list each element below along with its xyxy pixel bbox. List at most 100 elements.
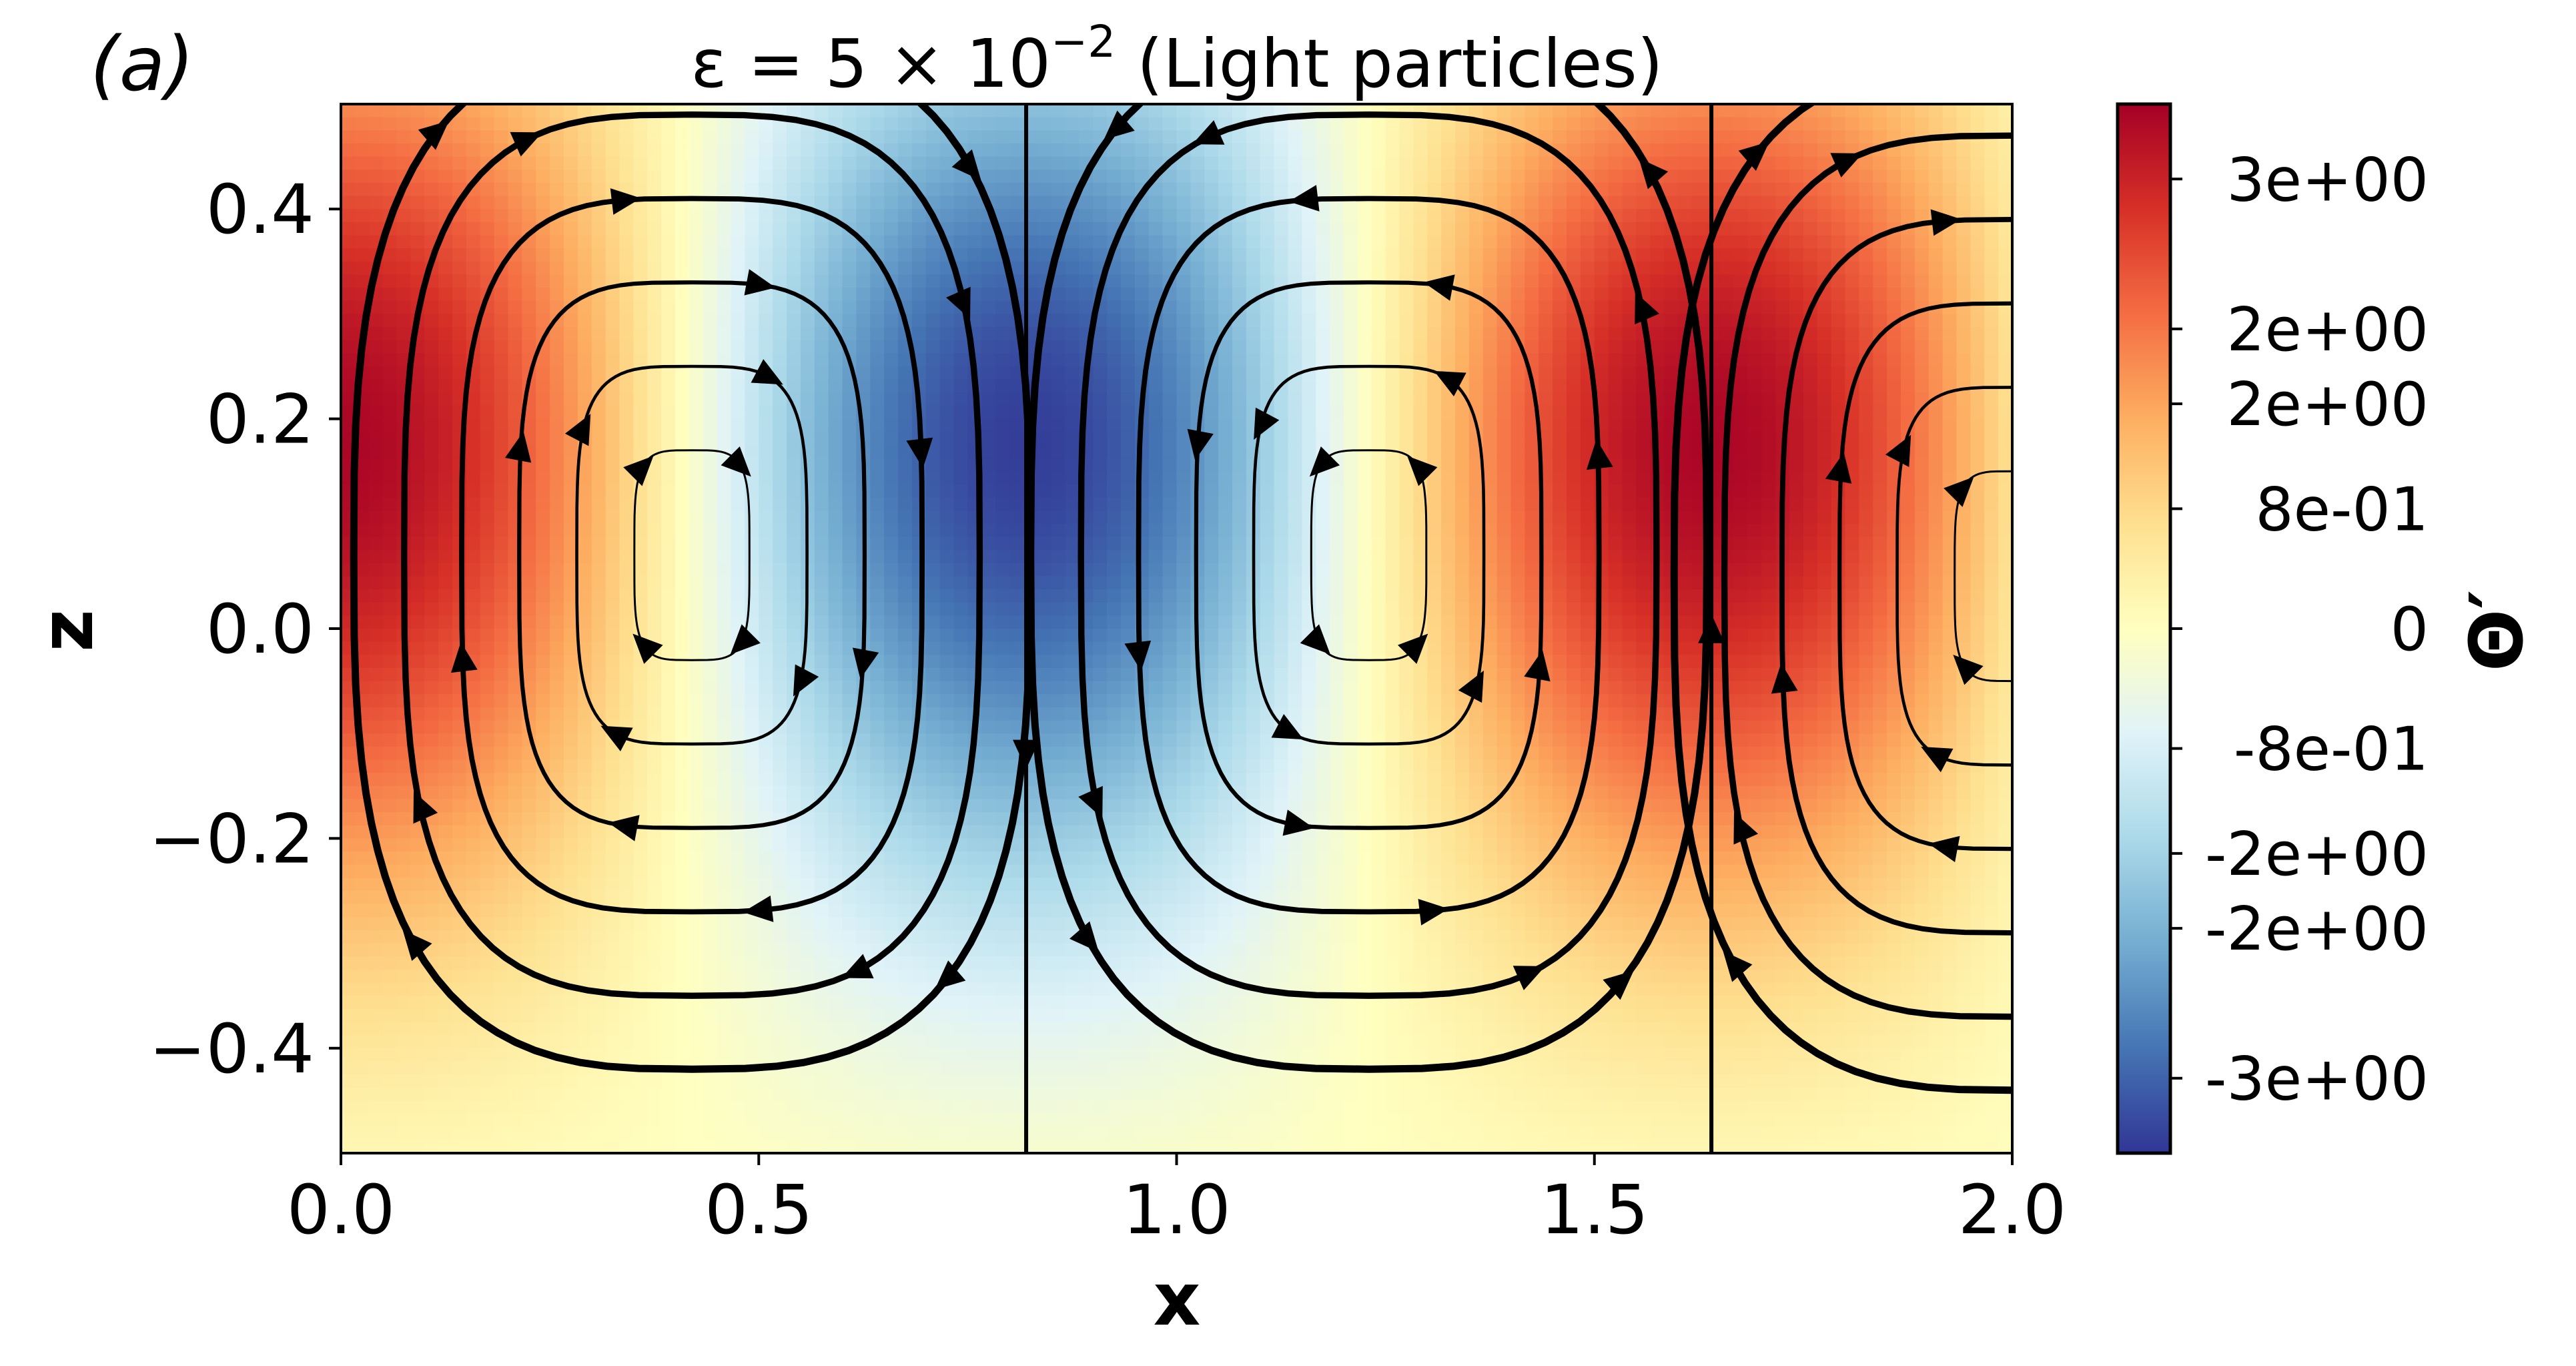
heatmap-cell — [925, 169, 941, 184]
heatmap-cell — [884, 969, 899, 984]
heatmap-cell — [1065, 484, 1080, 498]
heatmap-cell — [898, 471, 913, 485]
heatmap-cell — [1148, 956, 1164, 970]
heatmap-cell — [745, 327, 760, 341]
heatmap-cell — [466, 130, 481, 144]
heatmap-cell — [675, 996, 690, 1010]
heatmap-cell — [717, 550, 732, 564]
heatmap-cell — [480, 667, 495, 682]
heatmap-cell — [1065, 510, 1080, 525]
heatmap-cell — [1204, 484, 1220, 498]
heatmap-cell — [939, 943, 955, 958]
heatmap-cell — [703, 969, 718, 984]
heatmap-cell — [717, 773, 732, 787]
heatmap-cell — [536, 1126, 551, 1141]
heatmap-cell — [605, 1048, 620, 1062]
heatmap-cell — [939, 825, 955, 839]
heatmap-cell — [1051, 720, 1066, 735]
heatmap-cell — [939, 1008, 955, 1023]
heatmap-cell — [564, 471, 578, 485]
heatmap-cell — [745, 523, 760, 538]
heatmap-cell — [967, 196, 983, 210]
heatmap-cell — [1204, 392, 1220, 406]
heatmap-cell — [675, 878, 690, 892]
heatmap-cell — [814, 956, 829, 970]
heatmap-cell — [981, 589, 997, 603]
heatmap-cell — [717, 641, 732, 656]
heatmap-cell — [1093, 209, 1108, 223]
heatmap-cell — [759, 484, 774, 498]
heatmap-cell — [341, 891, 356, 905]
heatmap-cell — [494, 484, 509, 498]
heatmap-cell — [396, 1008, 412, 1023]
heatmap-cell — [522, 523, 537, 538]
heatmap-cell — [1051, 366, 1066, 380]
heatmap-cell — [605, 996, 620, 1010]
heatmap-cell — [981, 943, 997, 958]
heatmap-cell — [981, 444, 997, 459]
heatmap-cell — [633, 1100, 649, 1115]
heatmap-cell — [953, 851, 969, 866]
heatmap-cell — [647, 602, 663, 617]
heatmap-cell — [689, 799, 704, 813]
heatmap-cell — [925, 327, 941, 341]
heatmap-cell — [605, 1114, 620, 1128]
heatmap-cell — [689, 943, 704, 958]
heatmap-cell — [1121, 444, 1136, 459]
heatmap-cell — [1148, 510, 1164, 525]
heatmap-cell — [995, 996, 1010, 1010]
heatmap-cell — [633, 759, 649, 774]
heatmap-cell — [939, 655, 955, 669]
heatmap-cell — [1065, 261, 1080, 276]
heatmap-cell — [717, 785, 732, 800]
heatmap-cell — [1204, 471, 1220, 485]
heatmap-cell — [1065, 1087, 1080, 1102]
heatmap-cell — [717, 182, 732, 197]
heatmap-cell — [354, 143, 370, 157]
heatmap-cell — [1176, 891, 1192, 905]
heatmap-cell — [787, 222, 801, 236]
heatmap-cell — [633, 851, 649, 866]
heatmap-cell — [466, 405, 481, 420]
heatmap-cell — [466, 261, 481, 276]
heatmap-cell — [884, 785, 899, 800]
heatmap-cell — [577, 130, 592, 144]
heatmap-cell — [1134, 851, 1150, 866]
heatmap-cell — [953, 1035, 969, 1049]
heatmap-cell — [828, 196, 843, 210]
heatmap-cell — [787, 773, 801, 787]
heatmap-cell — [1051, 484, 1066, 498]
heatmap-cell — [953, 471, 969, 485]
heatmap-cell — [633, 1008, 649, 1023]
heatmap-cell — [591, 471, 606, 485]
heatmap-cell — [911, 1087, 927, 1102]
heatmap-cell — [1093, 1126, 1108, 1141]
heatmap-cell — [1121, 405, 1136, 420]
heatmap-cell — [410, 484, 426, 498]
heatmap-cell — [703, 1126, 718, 1141]
heatmap-cell — [368, 681, 384, 695]
heatmap-cell — [925, 510, 941, 525]
heatmap-cell — [856, 1074, 871, 1088]
heatmap-cell — [995, 602, 1010, 617]
heatmap-cell — [967, 1140, 983, 1153]
heatmap-cell — [480, 969, 495, 984]
heatmap-cell — [967, 1061, 983, 1076]
heatmap-cell — [842, 274, 857, 289]
heatmap-cell — [564, 366, 578, 380]
heatmap-cell — [925, 851, 941, 866]
heatmap-cell — [939, 156, 955, 171]
heatmap-cell — [953, 589, 969, 603]
heatmap-cell — [731, 773, 746, 787]
heatmap-cell — [564, 1126, 578, 1141]
heatmap-cell — [884, 1008, 899, 1023]
heatmap-cell — [1065, 956, 1080, 970]
heatmap-cell — [773, 943, 787, 958]
heatmap-cell — [717, 300, 732, 315]
heatmap-cell — [410, 707, 426, 721]
heatmap-cell — [1065, 825, 1080, 839]
heatmap-cell — [647, 327, 663, 341]
heatmap-cell — [1107, 681, 1122, 695]
heatmap-cell — [508, 353, 523, 367]
heatmap-cell — [661, 746, 676, 761]
